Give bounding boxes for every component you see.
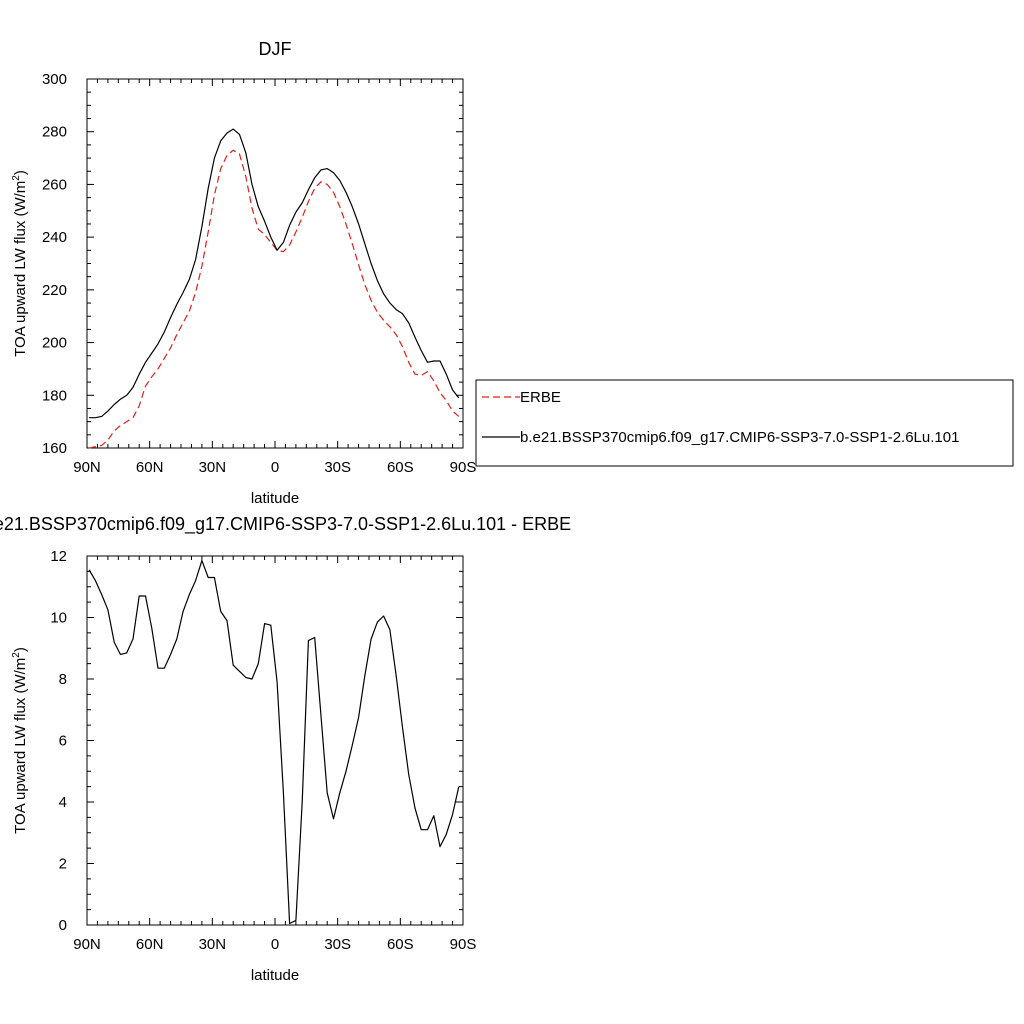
x-tick-label: 30S [324,459,351,476]
x-axis-label: latitude [251,490,299,507]
series-line-difference [88,559,460,925]
chart-difference: b.e21.BSSP370cmip6.f09_g17.CMIP6-SSP3-7.… [0,514,571,984]
y-axis-label-text: TOA upward LW flux (W/m [12,658,29,834]
x-tick-label: 30N [199,936,227,953]
legend-box [475,379,1014,467]
y-axis-label-text: TOA upward LW flux (W/m [12,181,29,357]
x-tick-label: 90S [450,936,477,953]
y-tick-label: 240 [42,229,67,246]
y-tick-label: 10 [50,610,67,627]
y-tick-label: 2 [59,856,67,873]
x-tick-label: 90N [73,936,101,953]
y-axis-label-close: ) [12,170,29,175]
y-tick-label: 260 [42,176,67,193]
chart-title: DJF [259,39,292,59]
x-tick-label: 0 [271,459,279,476]
y-tick-label: 4 [59,794,67,811]
y-axis-label: TOA upward LW flux (W/m2) [11,647,29,834]
x-tick-label: 0 [271,936,279,953]
y-tick-label: 280 [42,124,67,141]
x-tick-label: 30N [199,459,227,476]
y-tick-label: 180 [42,387,67,404]
y-tick-label: 0 [59,917,67,934]
x-tick-label: 90S [450,459,477,476]
y-tick-label: 300 [42,71,67,88]
y-tick-label: 220 [42,282,67,299]
x-tick-label: 30S [324,936,351,953]
x-tick-label: 90N [73,459,101,476]
y-tick-label: 8 [59,671,67,688]
y-axis-label-close: ) [12,647,29,652]
chart-title: b.e21.BSSP370cmip6.f09_g17.CMIP6-SSP3-7.… [0,514,571,535]
y-tick-label: 160 [42,440,67,457]
series-line-erbe [88,149,460,449]
y-axis-label-superscript: 2 [11,652,22,658]
y-tick-label: 12 [50,548,67,565]
series-line-model [89,128,460,419]
legend: ERBE b.e21.BSSP370cmip6.f09_g17.CMIP6-SSP… [475,379,1014,467]
x-tick-label: 60S [387,459,414,476]
y-axis-label: TOA upward LW flux (W/m2) [11,170,29,357]
legend-label: b.e21.BSSP370cmip6.f09_g17.CMIP6-SSP3-7.… [520,429,959,446]
x-tick-label: 60N [136,936,164,953]
legend-label: ERBE [520,389,561,406]
chart-djf: DJF 90N 60N 30N 0 30S 60S 90S 160 180 200 220 240 260… [11,39,476,507]
plot-frame [86,555,464,926]
x-tick-label: 60N [136,459,164,476]
y-tick-label: 6 [59,733,67,750]
x-axis-label: latitude [251,967,299,984]
x-tick-label: 60S [387,936,414,953]
y-axis-label-superscript: 2 [11,175,22,181]
y-tick-label: 200 [42,335,67,352]
